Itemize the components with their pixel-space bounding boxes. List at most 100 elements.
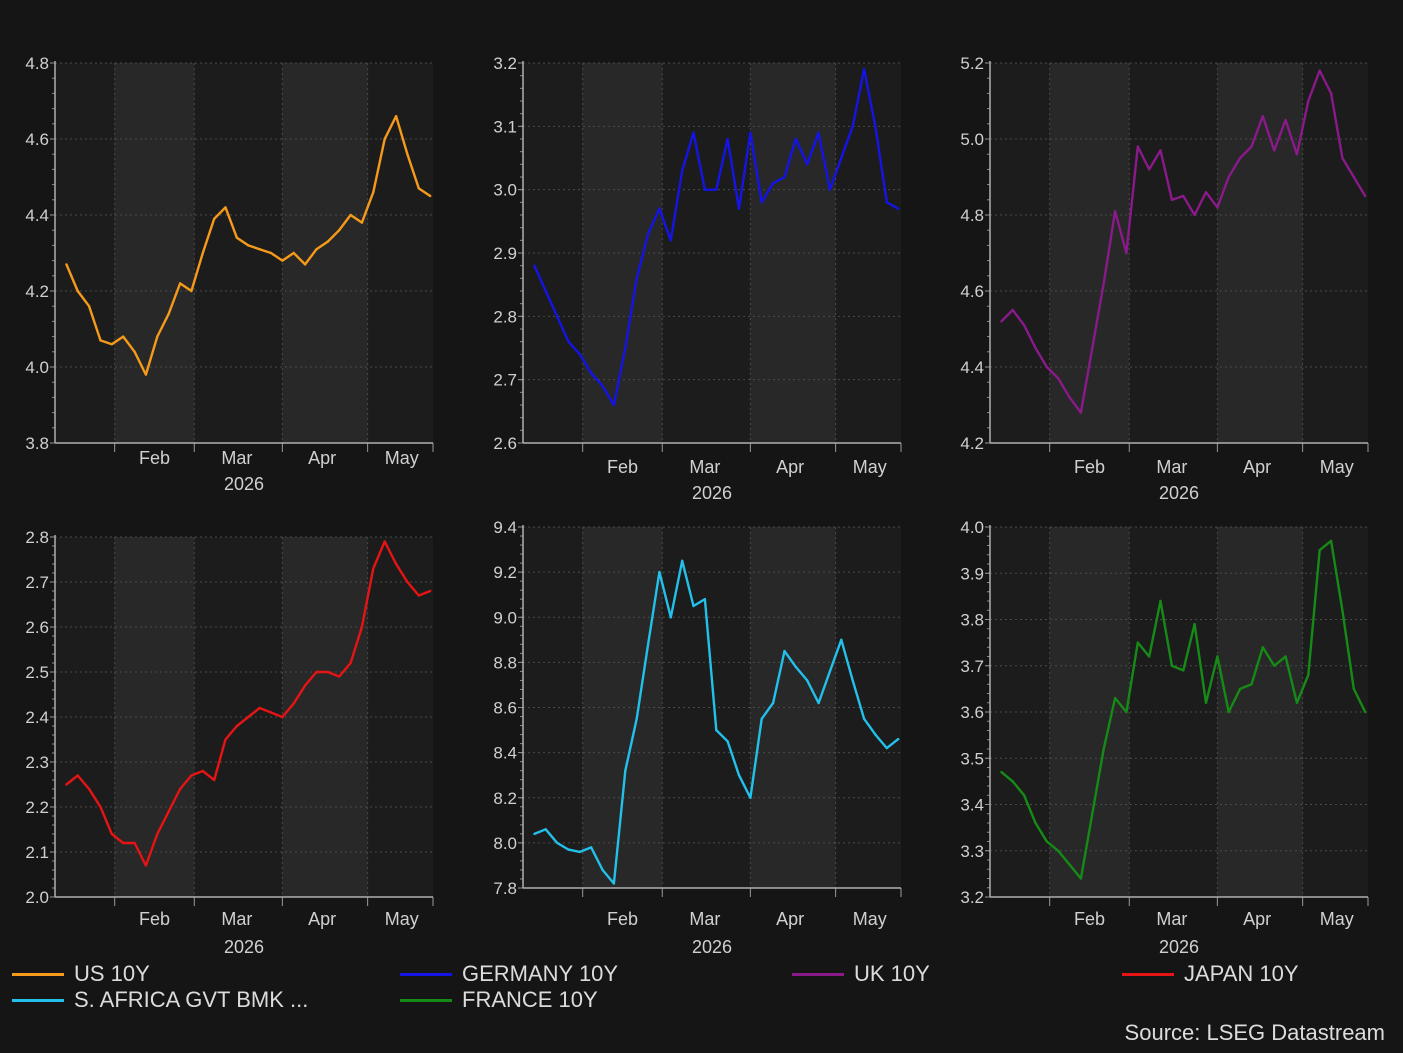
data-point bbox=[806, 163, 809, 166]
y-tick-label: 5.0 bbox=[960, 130, 984, 149]
y-tick-label: 9.4 bbox=[493, 518, 517, 537]
data-point bbox=[167, 312, 170, 315]
x-tick-label: May bbox=[1320, 457, 1354, 477]
data-point bbox=[247, 244, 250, 247]
y-tick-label: 3.3 bbox=[960, 842, 984, 861]
data-point bbox=[874, 125, 877, 128]
data-point bbox=[601, 384, 604, 388]
legend-label-japan: JAPAN 10Y bbox=[1184, 961, 1299, 986]
data-point bbox=[874, 733, 877, 736]
data-point bbox=[1261, 646, 1265, 649]
data-point bbox=[178, 282, 182, 285]
legend-label-france: FRANCE 10Y bbox=[462, 987, 598, 1012]
chart-us: 3.8 4.0 4.2 4.4 4.6 4.8 Feb Mar Apr May 2026 bbox=[25, 54, 434, 494]
legend-swatch-germany bbox=[400, 972, 452, 976]
legend-item-uk: UK 10Y bbox=[792, 961, 930, 987]
y-tick-label: 2.3 bbox=[25, 753, 49, 772]
data-point bbox=[1227, 175, 1230, 179]
data-point bbox=[1182, 669, 1185, 672]
data-point bbox=[417, 187, 420, 190]
data-point bbox=[692, 604, 695, 608]
data-point bbox=[1000, 320, 1003, 323]
data-point bbox=[201, 769, 204, 773]
data-point bbox=[624, 346, 627, 350]
legend-item-south-africa: S. AFRICA GVT BMK ... bbox=[12, 987, 308, 1013]
x-tick-label: May bbox=[385, 448, 419, 468]
data-point bbox=[658, 570, 661, 574]
data-point bbox=[897, 207, 900, 210]
data-point bbox=[703, 188, 707, 191]
data-point bbox=[1307, 99, 1310, 103]
data-point bbox=[578, 850, 581, 854]
data-point bbox=[555, 841, 559, 845]
data-point bbox=[1329, 92, 1333, 95]
data-point bbox=[303, 684, 307, 687]
data-point bbox=[737, 207, 741, 210]
data-point bbox=[1148, 168, 1151, 171]
y-tick-label: 8.6 bbox=[493, 699, 517, 718]
y-tick-label: 3.4 bbox=[960, 796, 984, 815]
y-tick-label: 3.2 bbox=[493, 54, 517, 73]
y-tick-label: 3.6 bbox=[960, 703, 984, 722]
data-point bbox=[851, 125, 854, 128]
legend-item-germany: GERMANY 10Y bbox=[400, 961, 618, 987]
legend-label-germany: GERMANY 10Y bbox=[462, 961, 619, 986]
data-point bbox=[1022, 794, 1026, 797]
data-point bbox=[1352, 687, 1356, 691]
data-point bbox=[840, 156, 843, 160]
data-point bbox=[224, 738, 227, 741]
data-point bbox=[167, 810, 170, 813]
data-point bbox=[1091, 346, 1094, 350]
data-point bbox=[406, 153, 409, 156]
y-tick-label: 9.0 bbox=[493, 608, 517, 627]
data-point bbox=[851, 679, 854, 682]
data-point bbox=[1034, 346, 1037, 350]
data-point bbox=[635, 717, 638, 720]
data-point bbox=[544, 289, 547, 293]
data-point bbox=[1102, 747, 1105, 751]
x-axis-label: 2026 bbox=[1159, 937, 1199, 957]
y-tick-label: 9.2 bbox=[493, 563, 517, 582]
month-band bbox=[114, 63, 195, 443]
data-point bbox=[281, 715, 284, 719]
y-tick-label: 3.5 bbox=[960, 749, 984, 768]
data-point bbox=[258, 248, 261, 251]
data-point bbox=[156, 335, 159, 338]
x-tick-label: Feb bbox=[607, 457, 638, 477]
month-band bbox=[1049, 63, 1130, 443]
data-point bbox=[258, 706, 261, 710]
data-point bbox=[99, 805, 102, 809]
data-point bbox=[269, 251, 273, 255]
x-tick-label: Mar bbox=[221, 448, 252, 468]
y-tick-label: 4.0 bbox=[25, 358, 49, 377]
data-point bbox=[65, 263, 68, 266]
data-point bbox=[1364, 710, 1367, 714]
month-band bbox=[282, 63, 368, 443]
data-point bbox=[771, 182, 775, 185]
legend-swatch-south-africa bbox=[12, 998, 64, 1002]
data-point bbox=[533, 264, 536, 267]
data-point bbox=[224, 206, 227, 209]
data-point bbox=[771, 701, 775, 705]
data-point bbox=[326, 240, 329, 243]
data-point bbox=[1091, 812, 1094, 815]
data-point bbox=[715, 188, 718, 191]
data-point bbox=[1148, 655, 1151, 658]
data-point bbox=[828, 670, 832, 673]
data-point bbox=[65, 783, 68, 786]
data-point bbox=[429, 589, 432, 593]
charts-grid: 3.8 4.0 4.2 4.4 4.6 4.8 Feb Mar Apr May 2026 2.6 2.7… bbox=[25, 54, 1369, 957]
data-point bbox=[1295, 153, 1299, 156]
legend: US 10Y GERMANY 10Y UK 10Y JAPAN 10Y S. A… bbox=[0, 958, 1403, 1018]
y-tick-label: 5.2 bbox=[960, 54, 984, 73]
x-axis-label: 2026 bbox=[692, 483, 732, 503]
data-point bbox=[417, 594, 420, 597]
plot-area bbox=[990, 63, 1368, 443]
data-point bbox=[840, 638, 843, 641]
x-tick-label: Mar bbox=[1156, 909, 1187, 929]
data-point bbox=[783, 175, 786, 179]
y-tick-label: 2.9 bbox=[493, 244, 517, 263]
data-point bbox=[281, 259, 284, 262]
data-point bbox=[612, 882, 616, 885]
data-point bbox=[110, 343, 114, 346]
